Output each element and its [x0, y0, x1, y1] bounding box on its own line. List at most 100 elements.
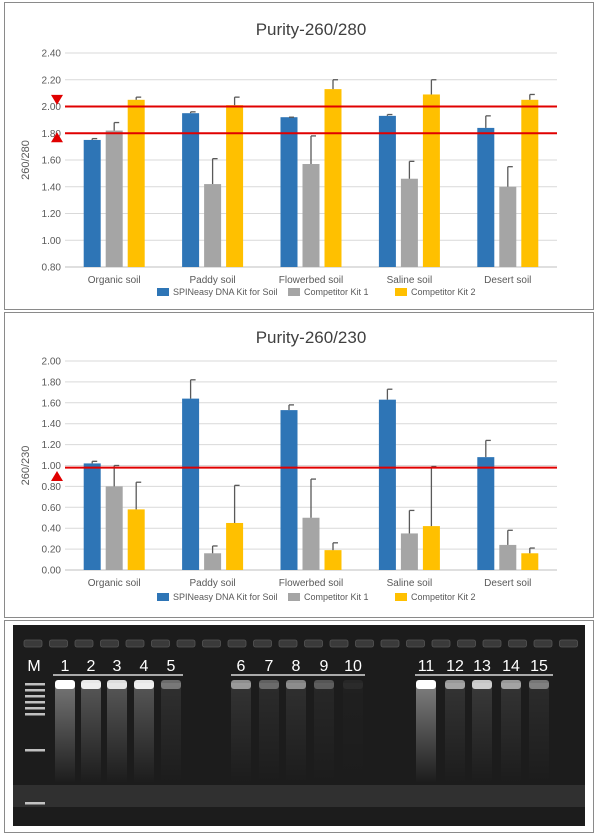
lane-label: 6: [237, 658, 246, 675]
bar: [378, 399, 396, 570]
gel-band: [343, 680, 363, 689]
bar: [83, 463, 101, 570]
gel-smear: [314, 683, 334, 783]
gel-well: [559, 639, 578, 648]
ladder-band: [25, 695, 45, 698]
bar: [182, 398, 200, 570]
bar: [499, 544, 517, 570]
gel-well: [508, 639, 527, 648]
lane-label: 11: [418, 658, 435, 675]
y-tick-label: 1.60: [42, 156, 62, 167]
ladder-band: [25, 802, 45, 805]
bar: [324, 550, 342, 570]
bar: [521, 553, 539, 570]
y-tick-label: 1.80: [42, 377, 62, 388]
bar: [499, 186, 517, 267]
chart-260-230: Purity-260/230 260/230 0.00 0.20 0.40 0.60 0.8…: [20, 328, 557, 602]
gel-image: M 1 2 3 4 5 6 7 8 9 10 11 12 13 14 15: [13, 625, 585, 826]
legend-label: Competitor Kit 2: [411, 592, 476, 602]
gel-well: [431, 639, 451, 648]
bar: [422, 526, 440, 570]
lane-label: 12: [446, 658, 464, 675]
legend-label: Competitor Kit 2: [411, 287, 476, 297]
gel-smear: [445, 683, 465, 783]
gel-smear: [286, 683, 306, 783]
gel-smear: [55, 683, 75, 783]
legend-swatch: [288, 288, 300, 296]
bar: [324, 89, 342, 267]
gel-smear: [416, 683, 436, 783]
lane-label: 10: [344, 658, 362, 675]
gel-band: [231, 680, 251, 689]
legend-label: SPINeasy DNA Kit for Soil: [173, 287, 278, 297]
gel-well: [151, 639, 170, 648]
y-tick-label: 0.20: [42, 545, 62, 556]
gel-well: [227, 639, 247, 648]
gel-band: [416, 680, 436, 689]
bar: [477, 457, 495, 570]
bar: [105, 130, 123, 267]
bar: [400, 533, 418, 570]
gel-well: [482, 639, 502, 648]
gel-band: [501, 680, 521, 689]
gel-band: [529, 680, 549, 689]
gel-svg: M 1 2 3 4 5 6 7 8 9 10 11 12 13 14 15: [13, 639, 585, 807]
gel-smear: [501, 683, 521, 783]
ladder-band: [25, 713, 45, 716]
lane-label: 5: [167, 658, 176, 675]
gel-band: [445, 680, 465, 689]
gel-band: [55, 680, 75, 689]
ladder-band: [25, 707, 45, 710]
bar: [378, 115, 396, 267]
chart-260-280: Purity-260/280 260/280 0.80 1.00 1.20 1.40 1.6…: [20, 20, 557, 297]
bar: [280, 410, 298, 570]
gel-well: [355, 639, 374, 648]
gel-well: [533, 639, 553, 648]
lane-label: 2: [87, 658, 96, 675]
y-tick-label: 0.80: [42, 263, 62, 274]
gel-smear: [472, 683, 492, 783]
gel-band: [161, 680, 181, 689]
y-tick-label: 1.80: [42, 129, 62, 140]
category-label: Organic soil: [88, 275, 141, 286]
y-tick-label: 0.80: [42, 482, 62, 493]
triangle-up-icon: [51, 470, 63, 481]
gel-well: [49, 639, 68, 648]
y-tick-label: 1.60: [42, 398, 62, 409]
bar: [83, 139, 101, 267]
ladder-label: M: [27, 658, 40, 675]
triangle-up-icon: [51, 132, 63, 143]
category-label: Saline soil: [387, 275, 433, 286]
gel-band: [81, 680, 101, 689]
legend-swatch: [288, 593, 300, 601]
gel-well: [23, 639, 43, 648]
y-tick-label: 0.40: [42, 524, 62, 535]
ladder-band: [25, 701, 45, 704]
y-tick-label: 1.20: [42, 440, 62, 451]
gel-smear: [231, 683, 251, 783]
legend-label: Competitor Kit 1: [304, 592, 369, 602]
gel-well: [125, 639, 145, 648]
lane-label: 8: [292, 658, 301, 675]
y-axis-label: 260/280: [20, 140, 32, 180]
bar: [280, 117, 298, 267]
category-label: Paddy soil: [190, 578, 236, 589]
bar: [400, 178, 418, 267]
y-tick-label: 2.20: [42, 75, 62, 86]
y-axis-label: 260/230: [20, 446, 32, 486]
bar: [302, 164, 320, 267]
gel-smear: [161, 683, 181, 783]
bar: [302, 517, 320, 570]
category-label: Saline soil: [387, 578, 433, 589]
bar: [477, 127, 495, 268]
lane-label: 3: [113, 658, 122, 675]
gel-band: [259, 680, 279, 689]
bar: [182, 113, 200, 267]
gel-well: [74, 639, 94, 648]
category-label: Desert soil: [484, 578, 531, 589]
gel-band: [314, 680, 334, 689]
lane-label: 14: [502, 658, 520, 675]
gel-well: [380, 639, 400, 648]
gel-band: [472, 680, 492, 689]
bar: [226, 105, 244, 267]
